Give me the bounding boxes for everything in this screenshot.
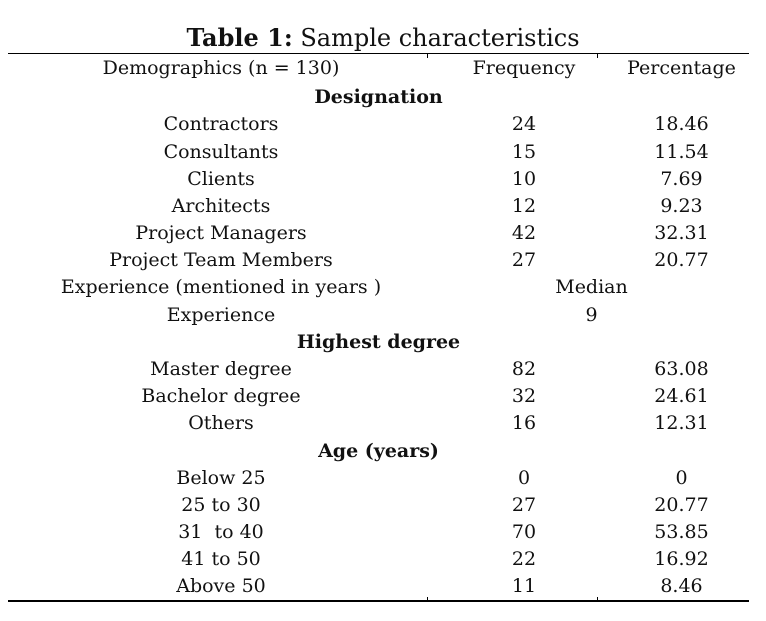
row-label: Clients xyxy=(187,168,255,190)
section-title: Highest degree xyxy=(296,331,461,353)
table-row: Others 16 12.31 xyxy=(8,410,749,437)
row-frequency: 32 xyxy=(511,385,537,407)
row-percentage: 0 xyxy=(675,467,688,489)
header-demographics: Demographics (n = 130) xyxy=(102,57,340,79)
row-frequency: 24 xyxy=(511,113,537,135)
row-percentage: 9.23 xyxy=(660,195,703,217)
column-tick xyxy=(427,597,428,601)
experience-row-label: Experience xyxy=(166,304,276,326)
table-row: Bachelor degree 32 24.61 xyxy=(8,383,749,410)
section-designation: Designation xyxy=(8,84,749,111)
table-title: Table 1: Sample characteristics xyxy=(0,22,766,54)
table-caption: Sample characteristics xyxy=(292,24,580,52)
row-percentage: 53.85 xyxy=(654,521,709,543)
table-row: Below 25 0 0 xyxy=(8,465,749,492)
row-percentage: 63.08 xyxy=(654,358,709,380)
row-label: Master degree xyxy=(150,358,292,380)
section-highest-degree: Highest degree xyxy=(8,329,749,356)
row-label: Others xyxy=(188,412,254,434)
row-frequency: 42 xyxy=(511,222,537,244)
table-row: Architects 12 9.23 xyxy=(8,193,749,220)
table-row: 41 to 50 22 16.92 xyxy=(8,546,749,573)
table-row: Above 50 11 8.46 xyxy=(8,573,749,600)
experience-label: Experience (mentioned in years ) xyxy=(60,276,382,298)
section-age: Age (years) xyxy=(8,438,749,465)
table-row: Project Managers 42 32.31 xyxy=(8,220,749,247)
bottom-rule xyxy=(8,600,749,602)
column-tick xyxy=(427,54,428,58)
row-label: 41 to 50 xyxy=(181,548,261,570)
top-rule xyxy=(8,53,749,54)
row-percentage: 32.31 xyxy=(654,222,709,244)
row-label: Project Managers xyxy=(135,222,307,244)
experience-stat-label: Median xyxy=(555,276,628,298)
experience-median-value: 9 xyxy=(585,304,598,326)
row-label: Above 50 xyxy=(176,575,266,597)
row-frequency: 82 xyxy=(511,358,537,380)
section-title: Designation xyxy=(314,86,443,108)
row-percentage: 20.77 xyxy=(654,494,709,516)
row-frequency: 0 xyxy=(517,467,531,489)
row-frequency: 27 xyxy=(511,249,537,271)
row-label: Architects xyxy=(171,195,271,217)
table-row: Contractors 24 18.46 xyxy=(8,111,749,138)
table-number: Table 1: xyxy=(186,23,293,52)
row-frequency: 27 xyxy=(511,494,537,516)
table-row: 25 to 30 27 20.77 xyxy=(8,492,749,519)
row-percentage: 24.61 xyxy=(654,385,709,407)
row-frequency: 11 xyxy=(511,575,537,597)
experience-row: Experience 9 xyxy=(8,302,749,329)
table-row: Master degree 82 63.08 xyxy=(8,356,749,383)
section-title: Age (years) xyxy=(318,440,439,462)
table-row: Project Team Members 27 20.77 xyxy=(8,247,749,274)
row-label: Consultants xyxy=(163,141,279,163)
header-frequency: Frequency xyxy=(472,57,576,79)
row-label: 31 to 40 xyxy=(178,521,264,543)
row-frequency: 12 xyxy=(511,195,537,217)
row-percentage: 20.77 xyxy=(654,249,709,271)
row-frequency: 22 xyxy=(511,548,537,570)
table-row: Consultants 15 11.54 xyxy=(8,139,749,166)
row-label: Contractors xyxy=(163,113,279,135)
row-percentage: 18.46 xyxy=(654,113,709,135)
row-percentage: 16.92 xyxy=(654,548,709,570)
header-percentage: Percentage xyxy=(627,57,736,79)
row-percentage: 7.69 xyxy=(660,168,703,190)
row-frequency: 16 xyxy=(511,412,537,434)
row-percentage: 8.46 xyxy=(660,575,703,597)
row-frequency: 70 xyxy=(511,521,537,543)
row-label: Project Team Members xyxy=(109,249,333,271)
row-label: Bachelor degree xyxy=(141,385,301,407)
experience-header-row: Experience (mentioned in years ) Median xyxy=(8,274,749,301)
row-label: 25 to 30 xyxy=(181,494,261,516)
row-frequency: 10 xyxy=(511,168,537,190)
row-frequency: 15 xyxy=(511,141,537,163)
header-row: Demographics (n = 130) Frequency Percent… xyxy=(8,55,749,82)
row-label: Below 25 xyxy=(176,467,266,489)
column-tick xyxy=(597,597,598,601)
row-percentage: 11.54 xyxy=(654,141,709,163)
table-row: 31 to 40 70 53.85 xyxy=(8,519,749,546)
row-percentage: 12.31 xyxy=(654,412,709,434)
column-tick xyxy=(597,54,598,58)
table-row: Clients 10 7.69 xyxy=(8,166,749,193)
